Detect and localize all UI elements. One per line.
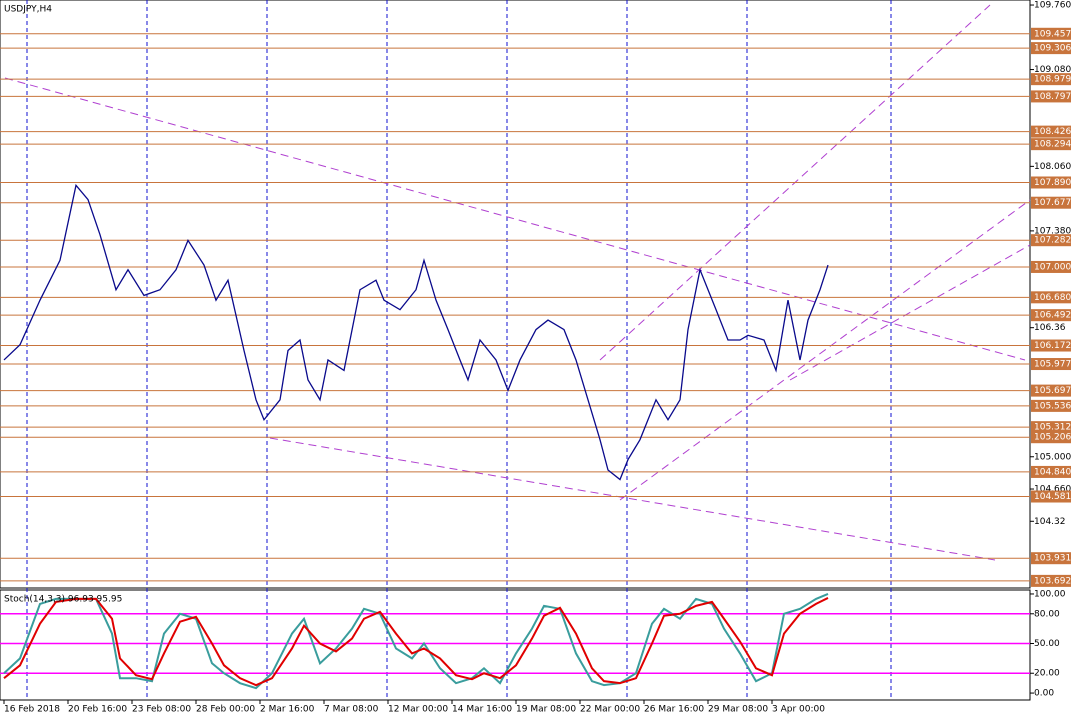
y-tick-label: 108.060	[1034, 162, 1071, 172]
level-label: 104.840	[1034, 467, 1071, 477]
x-tick-label: 7 Mar 08:00	[324, 705, 379, 715]
panel-title: USDJPY,H4	[4, 5, 52, 15]
x-tick-label: 19 Mar 08:00	[516, 705, 576, 715]
x-tick-label: 23 Feb 08:00	[132, 705, 191, 715]
level-label: 108.797	[1034, 92, 1071, 102]
level-label: 104.581	[1034, 492, 1071, 502]
level-label: 105.697	[1034, 386, 1071, 396]
x-tick-label: 3 Apr 00:00	[772, 705, 825, 715]
level-label: 105.312	[1034, 423, 1071, 433]
level-label: 105.977	[1034, 360, 1071, 370]
level-label: 107.677	[1034, 198, 1071, 208]
level-label: 108.979	[1034, 75, 1071, 85]
x-tick-label: 22 Mar 00:00	[580, 705, 640, 715]
y-tick-label: 20.00	[1034, 669, 1060, 679]
level-label: 108.426	[1034, 127, 1071, 137]
level-label: 107.000	[1034, 262, 1071, 272]
x-tick-label: 28 Feb 00:00	[196, 705, 255, 715]
level-label: 106.680	[1034, 293, 1071, 303]
y-tick-label: 0.00	[1034, 689, 1054, 699]
x-tick-label: 12 Mar 00:00	[388, 705, 448, 715]
main-panel	[0, 0, 1030, 588]
stoch-panel	[0, 590, 1030, 700]
level-label: 106.492	[1034, 311, 1071, 321]
level-label: 105.206	[1034, 433, 1071, 443]
level-label: 108.294	[1034, 140, 1071, 150]
panel-title: Stoch(14,3,3) 96.93 95.95	[4, 595, 122, 605]
y-tick-label: 50.00	[1034, 639, 1060, 649]
level-label: 105.536	[1034, 401, 1071, 411]
y-tick-label: 106.36	[1034, 323, 1066, 333]
y-tick-label: 100.00	[1034, 589, 1066, 599]
level-label: 103.692	[1034, 576, 1071, 586]
trading-chart: 109.760109.080108.060107.380106.36105.00…	[0, 0, 1080, 720]
y-tick-label: 104.32	[1034, 517, 1066, 527]
level-label: 109.306	[1034, 44, 1071, 54]
level-label: 107.282	[1034, 236, 1071, 246]
x-tick-label: 20 Feb 16:00	[68, 705, 127, 715]
x-tick-label: 14 Mar 16:00	[452, 705, 512, 715]
x-tick-label: 16 Feb 2018	[4, 705, 60, 715]
x-tick-label: 26 Mar 16:00	[644, 705, 704, 715]
level-label: 109.457	[1034, 29, 1071, 39]
level-label: 106.172	[1034, 341, 1071, 351]
y-tick-label: 105.000	[1034, 452, 1071, 462]
level-label: 103.931	[1034, 554, 1071, 564]
y-tick-label: 109.760	[1034, 1, 1071, 11]
y-tick-label: 80.00	[1034, 609, 1060, 619]
x-tick-label: 2 Mar 16:00	[260, 705, 315, 715]
x-tick-label: 29 Mar 08:00	[708, 705, 768, 715]
level-label: 107.890	[1034, 178, 1071, 188]
